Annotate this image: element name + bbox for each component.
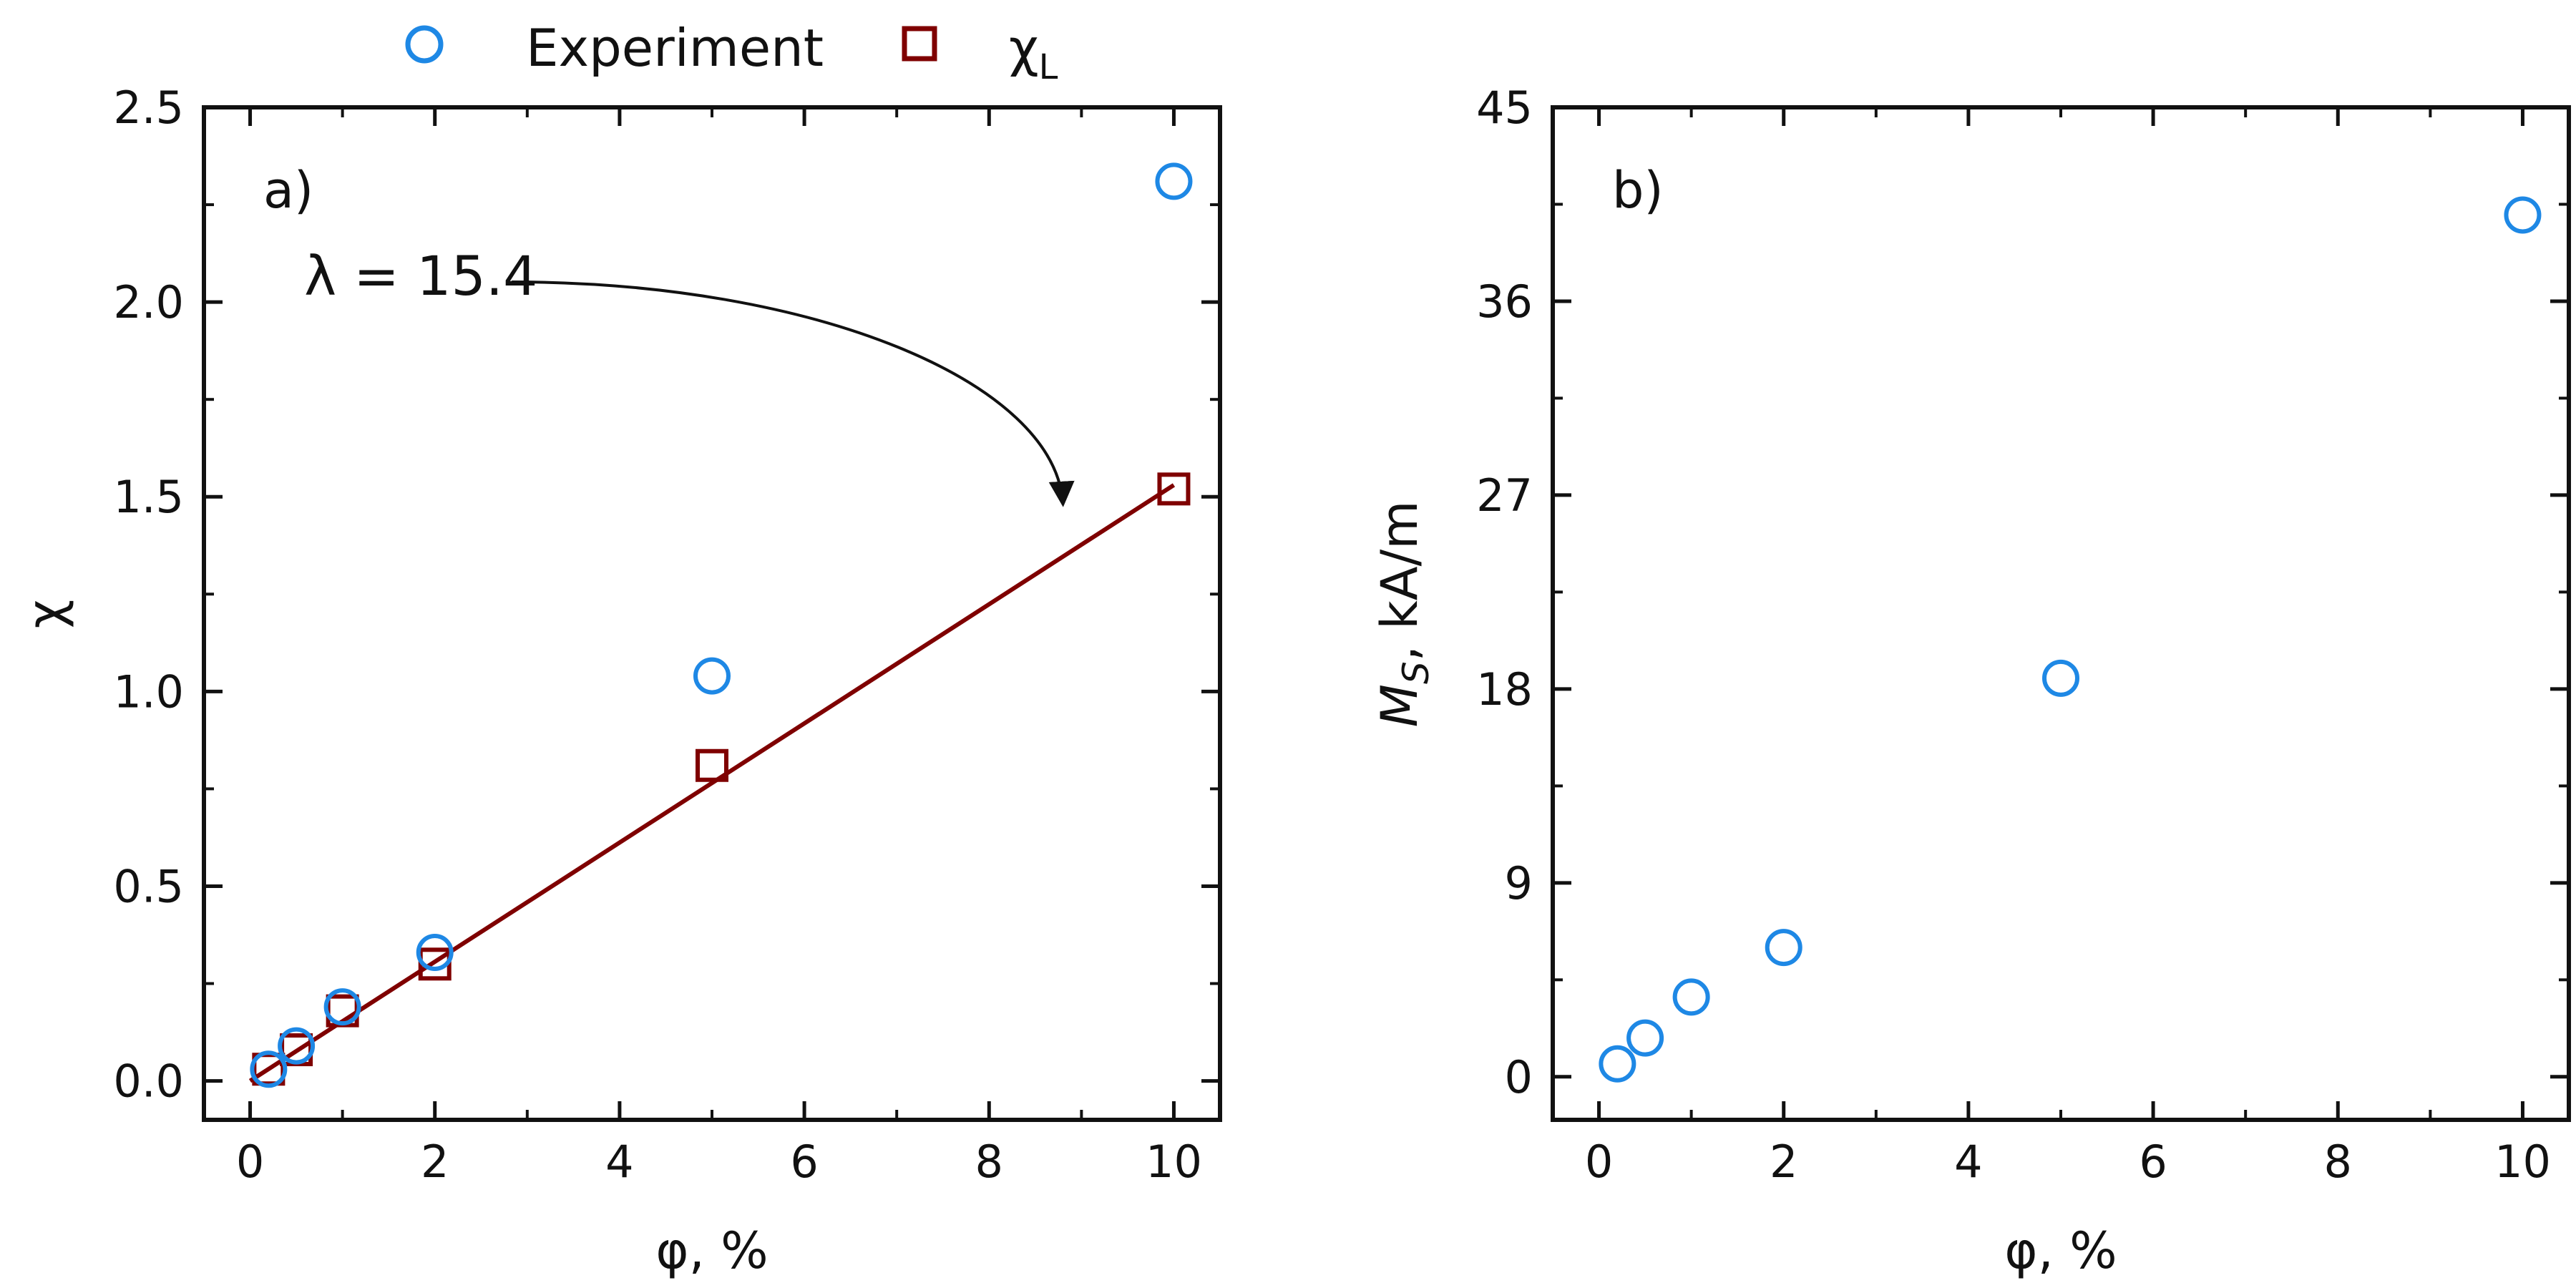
panel-a-ylabel: χ <box>16 600 75 628</box>
x-tick-label: 4 <box>1954 1136 1982 1188</box>
experiment-series-b <box>1599 196 2542 1083</box>
y-tick-label: 36 <box>1476 275 1533 328</box>
y-tick-label: 1.5 <box>113 471 184 523</box>
y-tick-label: 0 <box>1505 1051 1533 1103</box>
legend-experiment-label: Experiment <box>526 18 824 78</box>
y-tick-label: 2.0 <box>113 276 184 328</box>
experiment-series-a <box>250 162 1193 1088</box>
y-tick-label: 1.0 <box>113 665 184 718</box>
experiment-point <box>2504 196 2542 234</box>
x-tick-label: 0 <box>236 1136 264 1188</box>
y-tick-label: 0.0 <box>113 1055 184 1108</box>
experiment-point <box>2042 659 2079 697</box>
experiment-point <box>323 988 361 1026</box>
panel-b-ylabel: MS, kA/m <box>1370 501 1437 728</box>
legend-model-marker <box>902 26 937 62</box>
y-tick-label: 45 <box>1476 82 1533 134</box>
y-tick-label: 27 <box>1476 469 1533 522</box>
panel-b-label: b) <box>1612 161 1664 220</box>
panel-a-xlabel: φ, % <box>655 1221 768 1280</box>
legend-experiment-marker <box>405 25 444 64</box>
x-tick-label: 10 <box>1146 1136 1202 1188</box>
x-tick-label: 8 <box>975 1136 1003 1188</box>
panel-a-tick-labels: 0 2 4 6 8 10 0.0 0.5 1.0 1.5 2.0 2.5 <box>113 82 1202 1188</box>
chart-panel-a: 0 2 4 6 8 10 0.0 0.5 1.0 1.5 2.0 2.5 a) λ = 15.4 φ,… <box>16 82 1222 1280</box>
experiment-point <box>1626 1019 1664 1057</box>
legend: Experiment χL <box>405 18 1058 87</box>
x-tick-label: 6 <box>790 1136 818 1188</box>
x-tick-label: 2 <box>421 1136 449 1188</box>
experiment-point <box>416 933 454 971</box>
chi-l-point <box>1157 472 1191 506</box>
experiment-point <box>250 1050 288 1088</box>
experiment-point <box>278 1027 316 1065</box>
y-tick-label: 9 <box>1505 857 1533 909</box>
lambda-annotation: λ = 15.4 <box>304 244 537 308</box>
experiment-point <box>1765 929 1802 967</box>
chi-l-fit-line <box>248 483 1176 1083</box>
x-tick-label: 6 <box>2139 1136 2167 1188</box>
annotation-arrow <box>512 280 1075 507</box>
chart-panel-b: 0 2 4 6 8 10 0 9 18 27 36 45 b) φ, % MS, kA/m <box>1370 82 2571 1280</box>
panel-b-xlabel: φ, % <box>2004 1221 2117 1280</box>
panel-b-tick-labels: 0 2 4 6 8 10 0 9 18 27 36 45 <box>1476 82 2551 1188</box>
x-tick-label: 2 <box>1770 1136 1797 1188</box>
experiment-point <box>693 657 731 695</box>
experiment-point <box>1155 162 1193 200</box>
panel-a-frame <box>202 105 1222 1122</box>
y-tick-label: 18 <box>1476 663 1533 716</box>
panel-a-label: a) <box>263 161 313 220</box>
experiment-point <box>1599 1045 1636 1083</box>
experiment-point <box>1672 978 1710 1016</box>
y-tick-label: 0.5 <box>113 860 184 912</box>
x-tick-label: 0 <box>1585 1136 1613 1188</box>
legend-model-label: χL <box>1009 18 1058 87</box>
x-tick-label: 4 <box>605 1136 633 1188</box>
chi-l-point <box>696 748 728 782</box>
x-tick-label: 10 <box>2494 1136 2551 1188</box>
y-tick-label: 2.5 <box>113 82 184 134</box>
panel-b-frame <box>1551 105 2571 1122</box>
panel-b-ticks <box>1553 105 2569 1120</box>
x-tick-label: 8 <box>2324 1136 2352 1188</box>
